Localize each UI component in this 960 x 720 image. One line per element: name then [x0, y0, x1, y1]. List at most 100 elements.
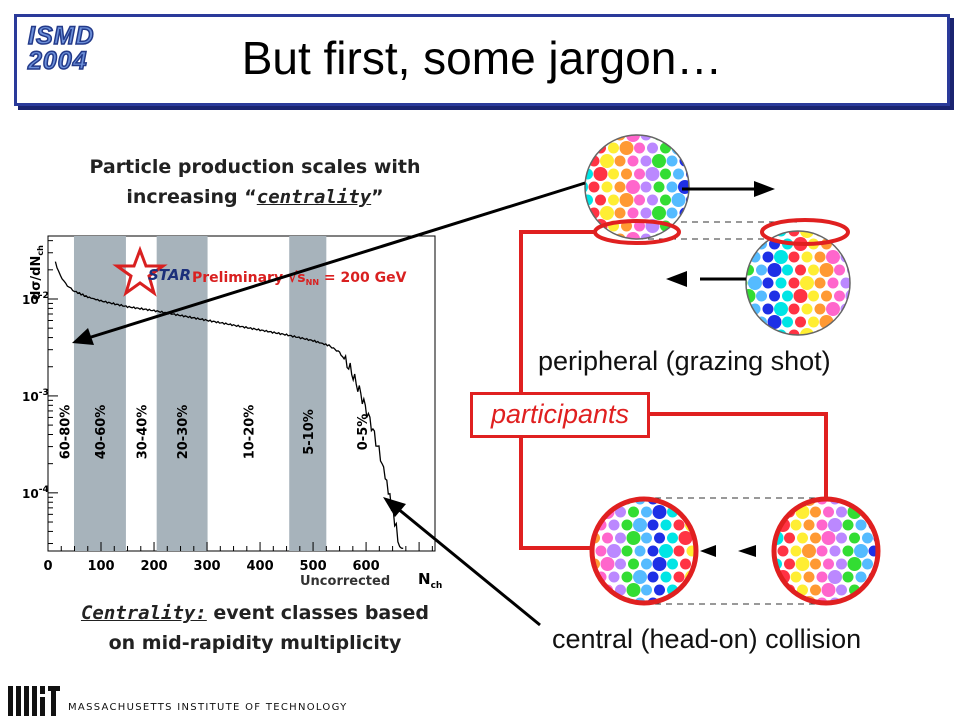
nucleon: [666, 181, 678, 193]
nucleon: [614, 207, 626, 219]
logo-line-1: ISMD: [27, 22, 95, 50]
nucleon: [836, 506, 847, 518]
nucleon: [621, 545, 633, 557]
nucleus-outline-3: [589, 496, 699, 606]
y-tick-label: 10-4: [22, 485, 49, 501]
nucleon: [854, 596, 868, 603]
x-tick-label: 600: [353, 559, 380, 574]
centrality-band-5: [289, 236, 327, 551]
nucleon: [808, 264, 819, 276]
nucleon: [823, 558, 834, 570]
nucleon: [862, 558, 873, 570]
nucleon: [593, 167, 608, 181]
nucleon: [782, 264, 793, 276]
connector-left-bottom: [519, 438, 593, 550]
nucleon: [842, 545, 854, 557]
top-note-line-2: increasing “centrality”: [40, 182, 470, 212]
nucleon: [640, 181, 652, 193]
y-axis-ticks: 10-2 10-3 10-4: [22, 240, 58, 545]
nucleon: [790, 571, 802, 583]
nucleon: [585, 142, 593, 154]
nucleon: [829, 545, 841, 557]
nucleon: [673, 571, 685, 583]
nucleon: [801, 251, 813, 263]
nucleon: [654, 584, 665, 596]
nucleon: [800, 276, 814, 290]
nucleon: [756, 290, 767, 302]
nucleon: [862, 532, 873, 544]
multiplicity-curve: [54, 261, 404, 550]
connector-left-top: [519, 230, 596, 392]
footer-text: MASSACHUSETTS INSTITUTE OF TECHNOLOGY: [68, 702, 348, 713]
nucleon: [823, 506, 834, 518]
nucleon: [678, 531, 693, 545]
centrality-label-6: 0-5%: [356, 414, 371, 451]
nucleon: [849, 532, 860, 544]
nucleon: [810, 558, 821, 570]
nucleon: [673, 597, 685, 603]
nucleon: [790, 499, 802, 505]
nucleon: [788, 329, 800, 335]
nucleon: [588, 135, 600, 141]
nucleon: [607, 544, 621, 558]
nucleon: [600, 557, 615, 571]
nucleon: [854, 544, 868, 558]
nucleon: [814, 277, 826, 289]
nucleon: [795, 316, 806, 328]
participants-label: participants: [490, 399, 630, 429]
nucleon: [634, 545, 646, 557]
arrow-left-icon: [666, 271, 687, 287]
nucleon: [671, 193, 686, 207]
nucleon: [678, 180, 689, 194]
logo-line-2: 2004: [27, 47, 88, 75]
nucleus-outline-1: [584, 134, 690, 240]
nucleon: [640, 135, 652, 141]
nucleon: [756, 264, 767, 276]
nucleon: [774, 250, 788, 264]
nucleon: [828, 570, 842, 584]
bottom-note-line-1: Centrality: event classes based: [40, 598, 470, 628]
nucleon: [821, 531, 836, 545]
nucleon: [746, 303, 748, 315]
nucleon: [769, 290, 780, 302]
nucleon: [840, 329, 850, 335]
nucleon: [774, 499, 776, 505]
nucleon: [774, 506, 782, 518]
nucleon: [795, 557, 810, 571]
nucleon: [788, 231, 800, 237]
nucleon: [592, 570, 595, 584]
nucleon: [800, 328, 814, 335]
nucleon: [845, 237, 850, 251]
nucleon: [686, 499, 696, 505]
preliminary-label: Preliminary √sNN = 200 GeV: [192, 270, 407, 287]
nucleon: [748, 231, 762, 238]
uncorrected-label: Uncorrected: [300, 574, 390, 589]
nucleon: [790, 545, 802, 557]
nucleon: [762, 303, 774, 315]
nucleon: [679, 207, 689, 219]
nucleon: [615, 584, 626, 596]
nucleon: [762, 277, 774, 289]
nucleon: [816, 571, 828, 583]
nucleon: [619, 141, 634, 155]
centrality-def-term: Centrality:: [80, 602, 207, 624]
nucleon: [827, 329, 839, 335]
nucleon: [821, 290, 832, 302]
nucleon: [585, 194, 593, 206]
nucleon: [671, 141, 686, 155]
nucleon: [592, 584, 600, 596]
nucleon: [746, 289, 756, 303]
x-tick-label: 300: [193, 559, 220, 574]
nucleon: [847, 316, 850, 328]
nucleon: [756, 316, 767, 328]
nucleon: [775, 277, 787, 289]
nucleon: [608, 519, 620, 531]
nucleon: [746, 264, 754, 276]
nucleon: [855, 519, 867, 531]
nucleon: [827, 231, 839, 237]
nucleon: [608, 194, 619, 206]
nucleon: [686, 142, 689, 154]
peripheral-arrows: [666, 181, 775, 287]
nucleon: [614, 155, 626, 167]
nucleon: [595, 545, 607, 557]
